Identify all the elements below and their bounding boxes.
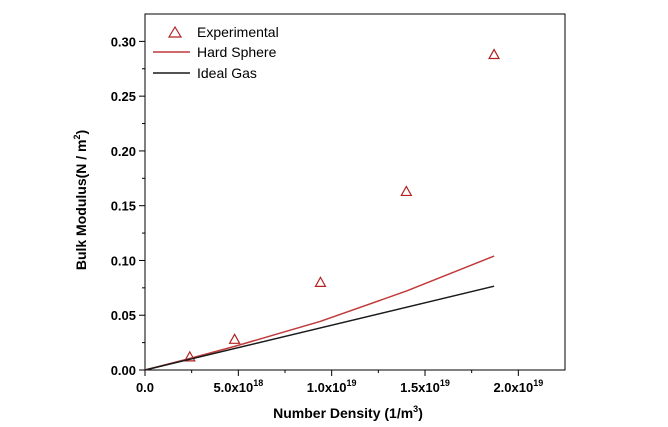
legend-label-hard-sphere: Hard Sphere (197, 44, 277, 60)
x-tick-label: 1.0x1019 (307, 378, 357, 395)
y-tick-label: 0.05 (111, 308, 136, 323)
series-layer (144, 48, 501, 371)
x-tick-label: 0.0 (136, 380, 154, 395)
y-axis-ticks: 0.00 0.05 0.10 0.15 0.20 0.25 0.30 (111, 34, 145, 378)
y-tick-label: 0.00 (111, 363, 136, 378)
y-tick-label: 0.15 (111, 199, 136, 214)
experimental-point (488, 48, 501, 60)
y-axis-title: Bulk Modulus(N / m2) (72, 130, 89, 270)
y-tick-label: 0.10 (111, 253, 136, 268)
x-tick-label: 1.5x1019 (400, 378, 450, 395)
y-tick-label: 0.30 (111, 34, 136, 49)
experimental-point (400, 185, 413, 197)
experimental-point (314, 276, 327, 287)
legend-marker-experimental (167, 25, 183, 38)
x-axis-ticks: 0.0 5.0x1018 1.0x1019 1.5x1019 2.0x1019 (136, 370, 543, 395)
plot-frame (144, 13, 566, 371)
legend-label-ideal-gas: Ideal Gas (197, 65, 257, 81)
axes (144, 13, 566, 371)
experimental-point (183, 350, 196, 362)
experimental-point (228, 333, 241, 344)
y-tick-label: 0.25 (111, 89, 136, 104)
x-tick-label: 5.0x1018 (213, 378, 263, 395)
hard-sphere-line (144, 255, 495, 371)
y-tick-label: 0.20 (111, 144, 136, 159)
x-axis-title: Number Density (1/m3) (273, 404, 423, 421)
legend-label-experimental: Experimental (197, 24, 279, 40)
ideal-gas-line (144, 285, 495, 371)
x-tick-label: 2.0x1019 (493, 378, 543, 395)
legend: Experimental Hard Sphere Ideal Gas (153, 24, 279, 81)
